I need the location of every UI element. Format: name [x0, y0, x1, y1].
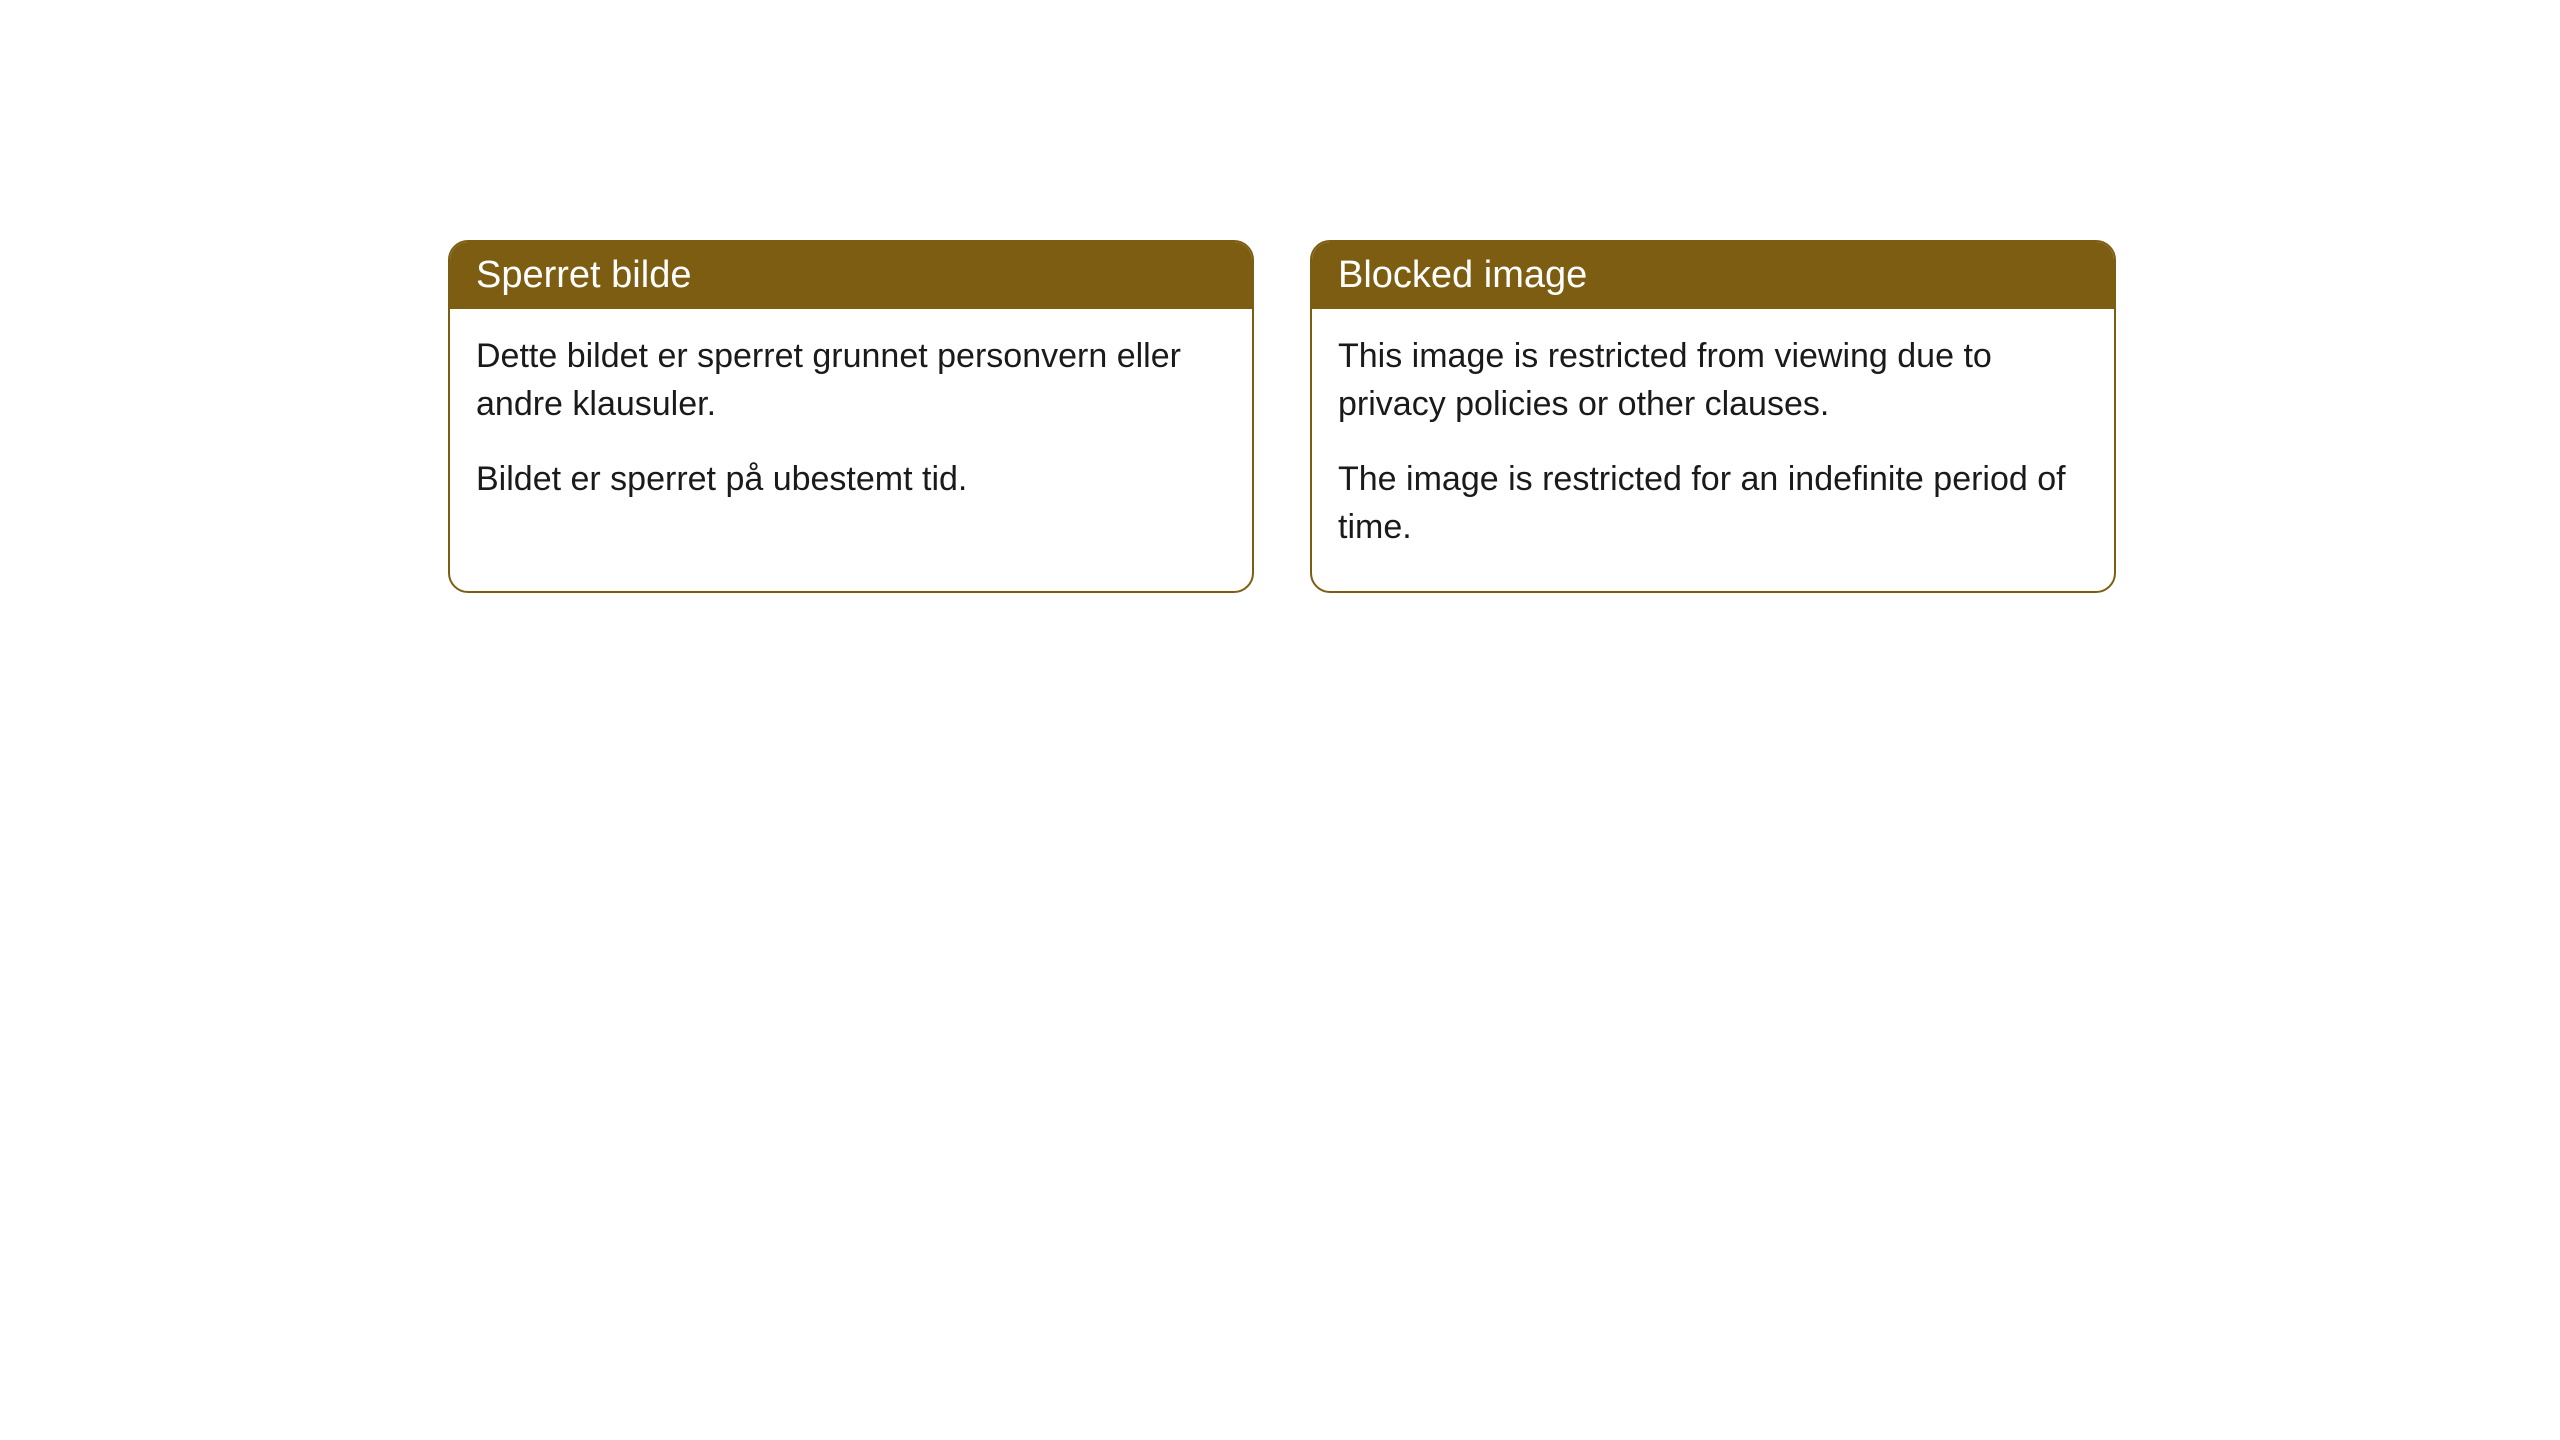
notice-card-english: Blocked image This image is restricted f…	[1310, 240, 2116, 593]
notice-card-norwegian: Sperret bilde Dette bildet er sperret gr…	[448, 240, 1254, 593]
card-body: Dette bildet er sperret grunnet personve…	[450, 309, 1252, 544]
card-title: Sperret bilde	[476, 254, 691, 296]
card-paragraph: Dette bildet er sperret grunnet personve…	[476, 333, 1226, 428]
card-title: Blocked image	[1338, 254, 1587, 296]
card-paragraph: Bildet er sperret på ubestemt tid.	[476, 456, 1226, 504]
card-header: Blocked image	[1312, 242, 2114, 309]
card-header: Sperret bilde	[450, 242, 1252, 309]
card-paragraph: The image is restricted for an indefinit…	[1338, 456, 2088, 551]
notice-cards-container: Sperret bilde Dette bildet er sperret gr…	[448, 240, 2116, 593]
card-paragraph: This image is restricted from viewing du…	[1338, 333, 2088, 428]
card-body: This image is restricted from viewing du…	[1312, 309, 2114, 591]
